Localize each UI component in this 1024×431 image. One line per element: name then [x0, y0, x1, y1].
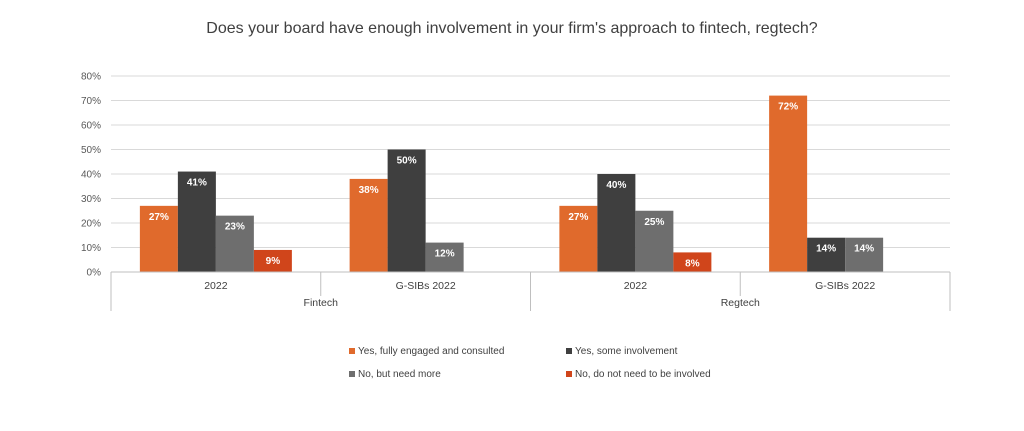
- legend-swatch: [566, 371, 572, 377]
- y-tick-label: 80%: [81, 72, 101, 83]
- data-label: 8%: [685, 258, 700, 269]
- data-label: 23%: [225, 222, 245, 233]
- data-label: 14%: [816, 244, 836, 255]
- bar: [807, 237, 846, 272]
- y-tick-label: 60%: [81, 121, 101, 132]
- data-label: 27%: [149, 212, 169, 223]
- data-label: 40%: [606, 180, 626, 191]
- x-category-label: G-SIBs 2022: [396, 280, 456, 292]
- x-category-label: 2022: [204, 280, 228, 292]
- y-tick-label: 50%: [81, 145, 101, 156]
- x-group-label: Fintech: [304, 297, 339, 309]
- bar: [425, 242, 464, 272]
- y-tick-label: 20%: [81, 219, 101, 230]
- bar: [845, 237, 884, 272]
- bar: [559, 205, 598, 272]
- legend-label: Yes, fully engaged and consulted: [358, 346, 504, 357]
- legend-label: No, but need more: [358, 369, 441, 380]
- data-label: 12%: [435, 249, 455, 260]
- bar: [177, 171, 216, 272]
- data-label: 25%: [644, 217, 664, 228]
- y-tick-label: 30%: [81, 194, 101, 205]
- y-tick-label: 0%: [87, 268, 102, 279]
- bar: [139, 205, 178, 272]
- x-group-label: Regtech: [721, 297, 760, 309]
- bar: [673, 252, 712, 272]
- legend-swatch: [349, 371, 355, 377]
- y-tick-label: 40%: [81, 170, 101, 181]
- bar: [349, 178, 388, 272]
- y-tick-label: 70%: [81, 96, 101, 107]
- data-label: 50%: [397, 156, 417, 167]
- y-tick-label: 10%: [81, 243, 101, 254]
- bar: [215, 215, 254, 272]
- bar: [635, 210, 674, 272]
- legend-label: No, do not need to be involved: [575, 369, 711, 380]
- bar: [769, 95, 808, 272]
- legend-label: Yes, some involvement: [575, 346, 678, 357]
- x-category-label: 2022: [624, 280, 648, 292]
- data-label: 9%: [266, 256, 281, 267]
- data-label: 38%: [359, 185, 379, 196]
- bar: [387, 149, 426, 272]
- legend-swatch: [349, 348, 355, 354]
- data-label: 72%: [778, 102, 798, 113]
- bar: [253, 249, 292, 272]
- data-label: 41%: [187, 178, 207, 189]
- data-label: 27%: [568, 212, 588, 223]
- data-label: 14%: [854, 244, 874, 255]
- bar: [597, 174, 636, 272]
- legend-swatch: [566, 348, 572, 354]
- chart-title: Does your board have enough involvement …: [206, 20, 818, 37]
- x-category-label: G-SIBs 2022: [815, 280, 875, 292]
